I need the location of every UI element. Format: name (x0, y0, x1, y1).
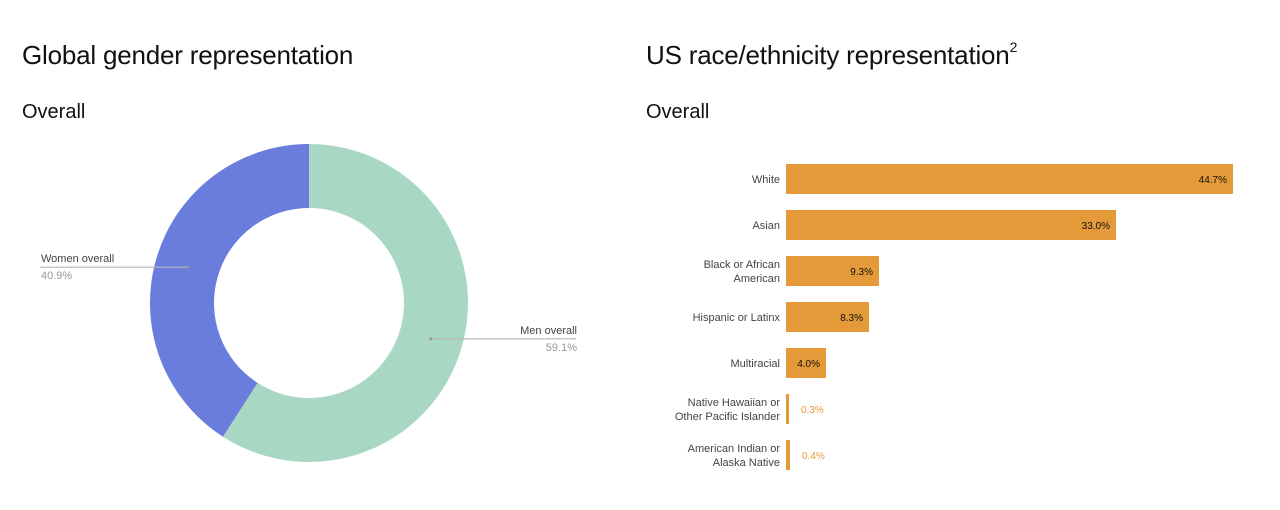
category-label-black-or-african-american: Black or African American (704, 259, 780, 285)
category-label-white: White (752, 174, 780, 186)
slice-value-men-overall: 59.1% (546, 342, 577, 354)
category-label-line: Alaska Native (713, 457, 780, 469)
race-chart-panel: US race/ethnicity representation2 Overal… (620, 0, 1280, 510)
category-label-line: American (734, 273, 780, 285)
bar-white (786, 164, 1233, 194)
bar-american-indian-or-alaska-native (786, 440, 790, 470)
category-label-multiracial: Multiracial (730, 358, 780, 370)
bar-value-label-white: 44.7% (1199, 175, 1227, 186)
leader-dot-women-overall (185, 265, 189, 269)
bar-native-hawaiian-or-other-pacific-islander (786, 394, 789, 424)
category-label-asian: Asian (752, 220, 780, 232)
gender-chart-title: Global gender representation (22, 40, 354, 70)
bar-value-label-native-hawaiian-or-other-pacific-islander: 0.3% (801, 405, 824, 416)
race-chart-title: US race/ethnicity representation2 (646, 39, 1018, 71)
race-chart-title-text: US race/ethnicity representation (646, 40, 1010, 70)
race-chart-subtitle: Overall (646, 101, 710, 123)
bar-asian (786, 210, 1116, 240)
category-label-line: Other Pacific Islander (675, 411, 780, 423)
category-label-line: White (752, 174, 780, 186)
category-label-hispanic-or-latinx: Hispanic or Latinx (693, 312, 781, 324)
gender-chart-panel: Global gender representation Overall Men… (0, 0, 620, 510)
bar-black-or-african-american (786, 256, 879, 286)
category-label-line: American Indian or (688, 443, 781, 455)
category-label-american-indian-or-alaska-native: American Indian or Alaska Native (688, 443, 781, 469)
race-bar-chart: White 44.7% Asian 33.0% Black or African Amer… (675, 164, 1233, 470)
donut-slice-men-overall (222, 144, 469, 462)
bar-multiracial (786, 348, 826, 378)
leader-dot-men-overall (429, 337, 433, 341)
slice-value-women-overall: 40.9% (41, 270, 72, 282)
category-label-native-hawaiian-or-other-pacific-islander: Native Hawaiian or Other Pacific Islander (675, 397, 780, 423)
bar-value-label-american-indian-or-alaska-native: 0.4% (802, 451, 825, 462)
category-label-line: Native Hawaiian or (688, 397, 781, 409)
gender-chart-subtitle: Overall (22, 101, 86, 123)
bar-value-label-asian: 33.0% (1082, 221, 1110, 232)
bar-value-label-multiracial: 4.0% (797, 359, 820, 370)
category-label-line: Black or African (704, 259, 780, 271)
category-label-line: Asian (752, 220, 780, 232)
race-chart-title-footnote: 2 (1009, 39, 1018, 56)
category-label-line: Multiracial (730, 358, 780, 370)
bar-hispanic-or-latinx (786, 302, 869, 332)
slice-label-men-overall: Men overall (520, 325, 577, 337)
bar-value-label-hispanic-or-latinx: 8.3% (840, 313, 863, 324)
category-label-line: Hispanic or Latinx (693, 312, 781, 324)
donut-slice-women-overall (150, 144, 309, 437)
slice-label-women-overall: Women overall (41, 253, 114, 265)
gender-donut-chart: Men overall 59.1% Women overall 40.9% (40, 144, 577, 462)
bar-value-label-black-or-african-american: 9.3% (850, 267, 873, 278)
